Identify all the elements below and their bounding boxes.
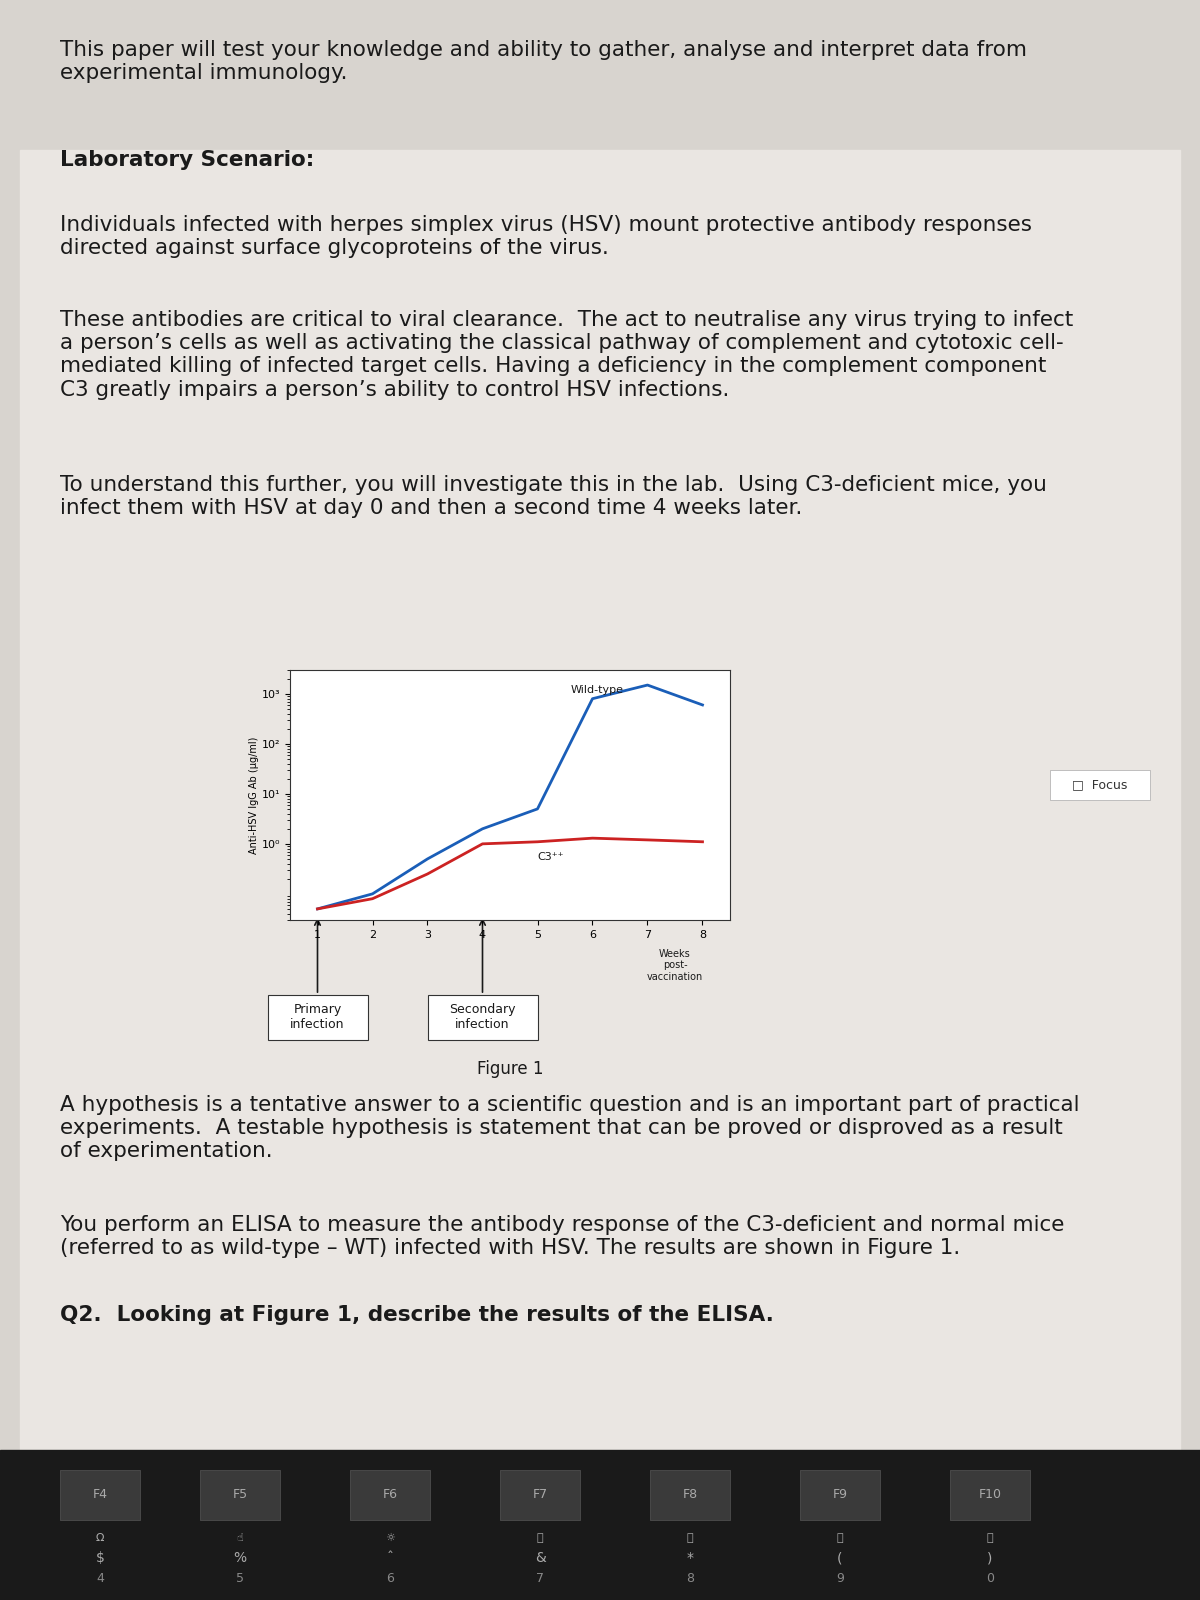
Text: A hypothesis is a tentative answer to a scientific question and is an important : A hypothesis is a tentative answer to a … [60, 1094, 1080, 1162]
Text: F6: F6 [383, 1488, 397, 1501]
Text: ☝: ☝ [236, 1533, 244, 1542]
Text: 4: 4 [96, 1571, 104, 1584]
Text: $: $ [96, 1550, 104, 1565]
Text: ⏯: ⏯ [686, 1533, 694, 1542]
Bar [1050, 770, 1150, 800]
Bar [268, 995, 367, 1040]
Bar [20, 150, 1180, 1450]
Text: F5: F5 [233, 1488, 247, 1501]
Y-axis label: Anti-HSV IgG Ab (μg/ml): Anti-HSV IgG Ab (μg/ml) [248, 736, 259, 854]
Text: F8: F8 [683, 1488, 697, 1501]
Text: F4: F4 [92, 1488, 108, 1501]
Text: Q2.  Looking at Figure 1, describe the results of the ELISA.: Q2. Looking at Figure 1, describe the re… [60, 1306, 774, 1325]
Text: ☼: ☼ [385, 1533, 395, 1542]
Text: Laboratory Scenario:: Laboratory Scenario: [60, 150, 314, 170]
Text: 9: 9 [836, 1571, 844, 1584]
Bar [500, 1470, 580, 1520]
Bar [427, 995, 538, 1040]
Text: %: % [234, 1550, 246, 1565]
Text: Secondary
infection: Secondary infection [449, 1003, 516, 1032]
Text: □  Focus: □ Focus [1073, 779, 1128, 792]
Text: 0: 0 [986, 1571, 994, 1584]
Text: :  [986, 1533, 994, 1542]
Text: Individuals infected with herpes simplex virus (HSV) mount protective antibody r: Individuals infected with herpes simplex… [60, 214, 1032, 258]
Bar [950, 1470, 1030, 1520]
Bar [650, 1470, 730, 1520]
Text: ⏩: ⏩ [836, 1533, 844, 1542]
Text: ⏪: ⏪ [536, 1533, 544, 1542]
Text: Figure 1: Figure 1 [476, 1059, 544, 1078]
Text: 5: 5 [236, 1571, 244, 1584]
Text: *: * [686, 1550, 694, 1565]
Text: This paper will test your knowledge and ability to gather, analyse and interpret: This paper will test your knowledge and … [60, 40, 1027, 83]
Bar [200, 1470, 280, 1520]
Text: ˆ: ˆ [386, 1550, 394, 1565]
Bar [60, 1470, 140, 1520]
Bar [350, 1470, 430, 1520]
Text: 7: 7 [536, 1571, 544, 1584]
Text: 8: 8 [686, 1571, 694, 1584]
Text: (: ( [838, 1550, 842, 1565]
Text: F9: F9 [833, 1488, 847, 1501]
Bar [800, 1470, 880, 1520]
Text: 6: 6 [386, 1571, 394, 1584]
Text: Ω: Ω [96, 1533, 104, 1542]
Text: &: & [535, 1550, 545, 1565]
Text: Primary
infection: Primary infection [290, 1003, 344, 1032]
Text: F10: F10 [978, 1488, 1002, 1501]
Text: Weeks
post-
vaccination: Weeks post- vaccination [647, 949, 703, 982]
Text: C3⁺⁺: C3⁺⁺ [538, 851, 564, 862]
Text: You perform an ELISA to measure the antibody response of the C3-deficient and no: You perform an ELISA to measure the anti… [60, 1214, 1064, 1258]
Text: ): ) [988, 1550, 992, 1565]
Text: To understand this further, you will investigate this in the lab.  Using C3-defi: To understand this further, you will inv… [60, 475, 1046, 518]
Text: These antibodies are critical to viral clearance.  The act to neutralise any vir: These antibodies are critical to viral c… [60, 310, 1073, 400]
Bar [0, 1450, 1200, 1600]
Text: F7: F7 [533, 1488, 547, 1501]
Text: Wild-type: Wild-type [570, 685, 624, 694]
